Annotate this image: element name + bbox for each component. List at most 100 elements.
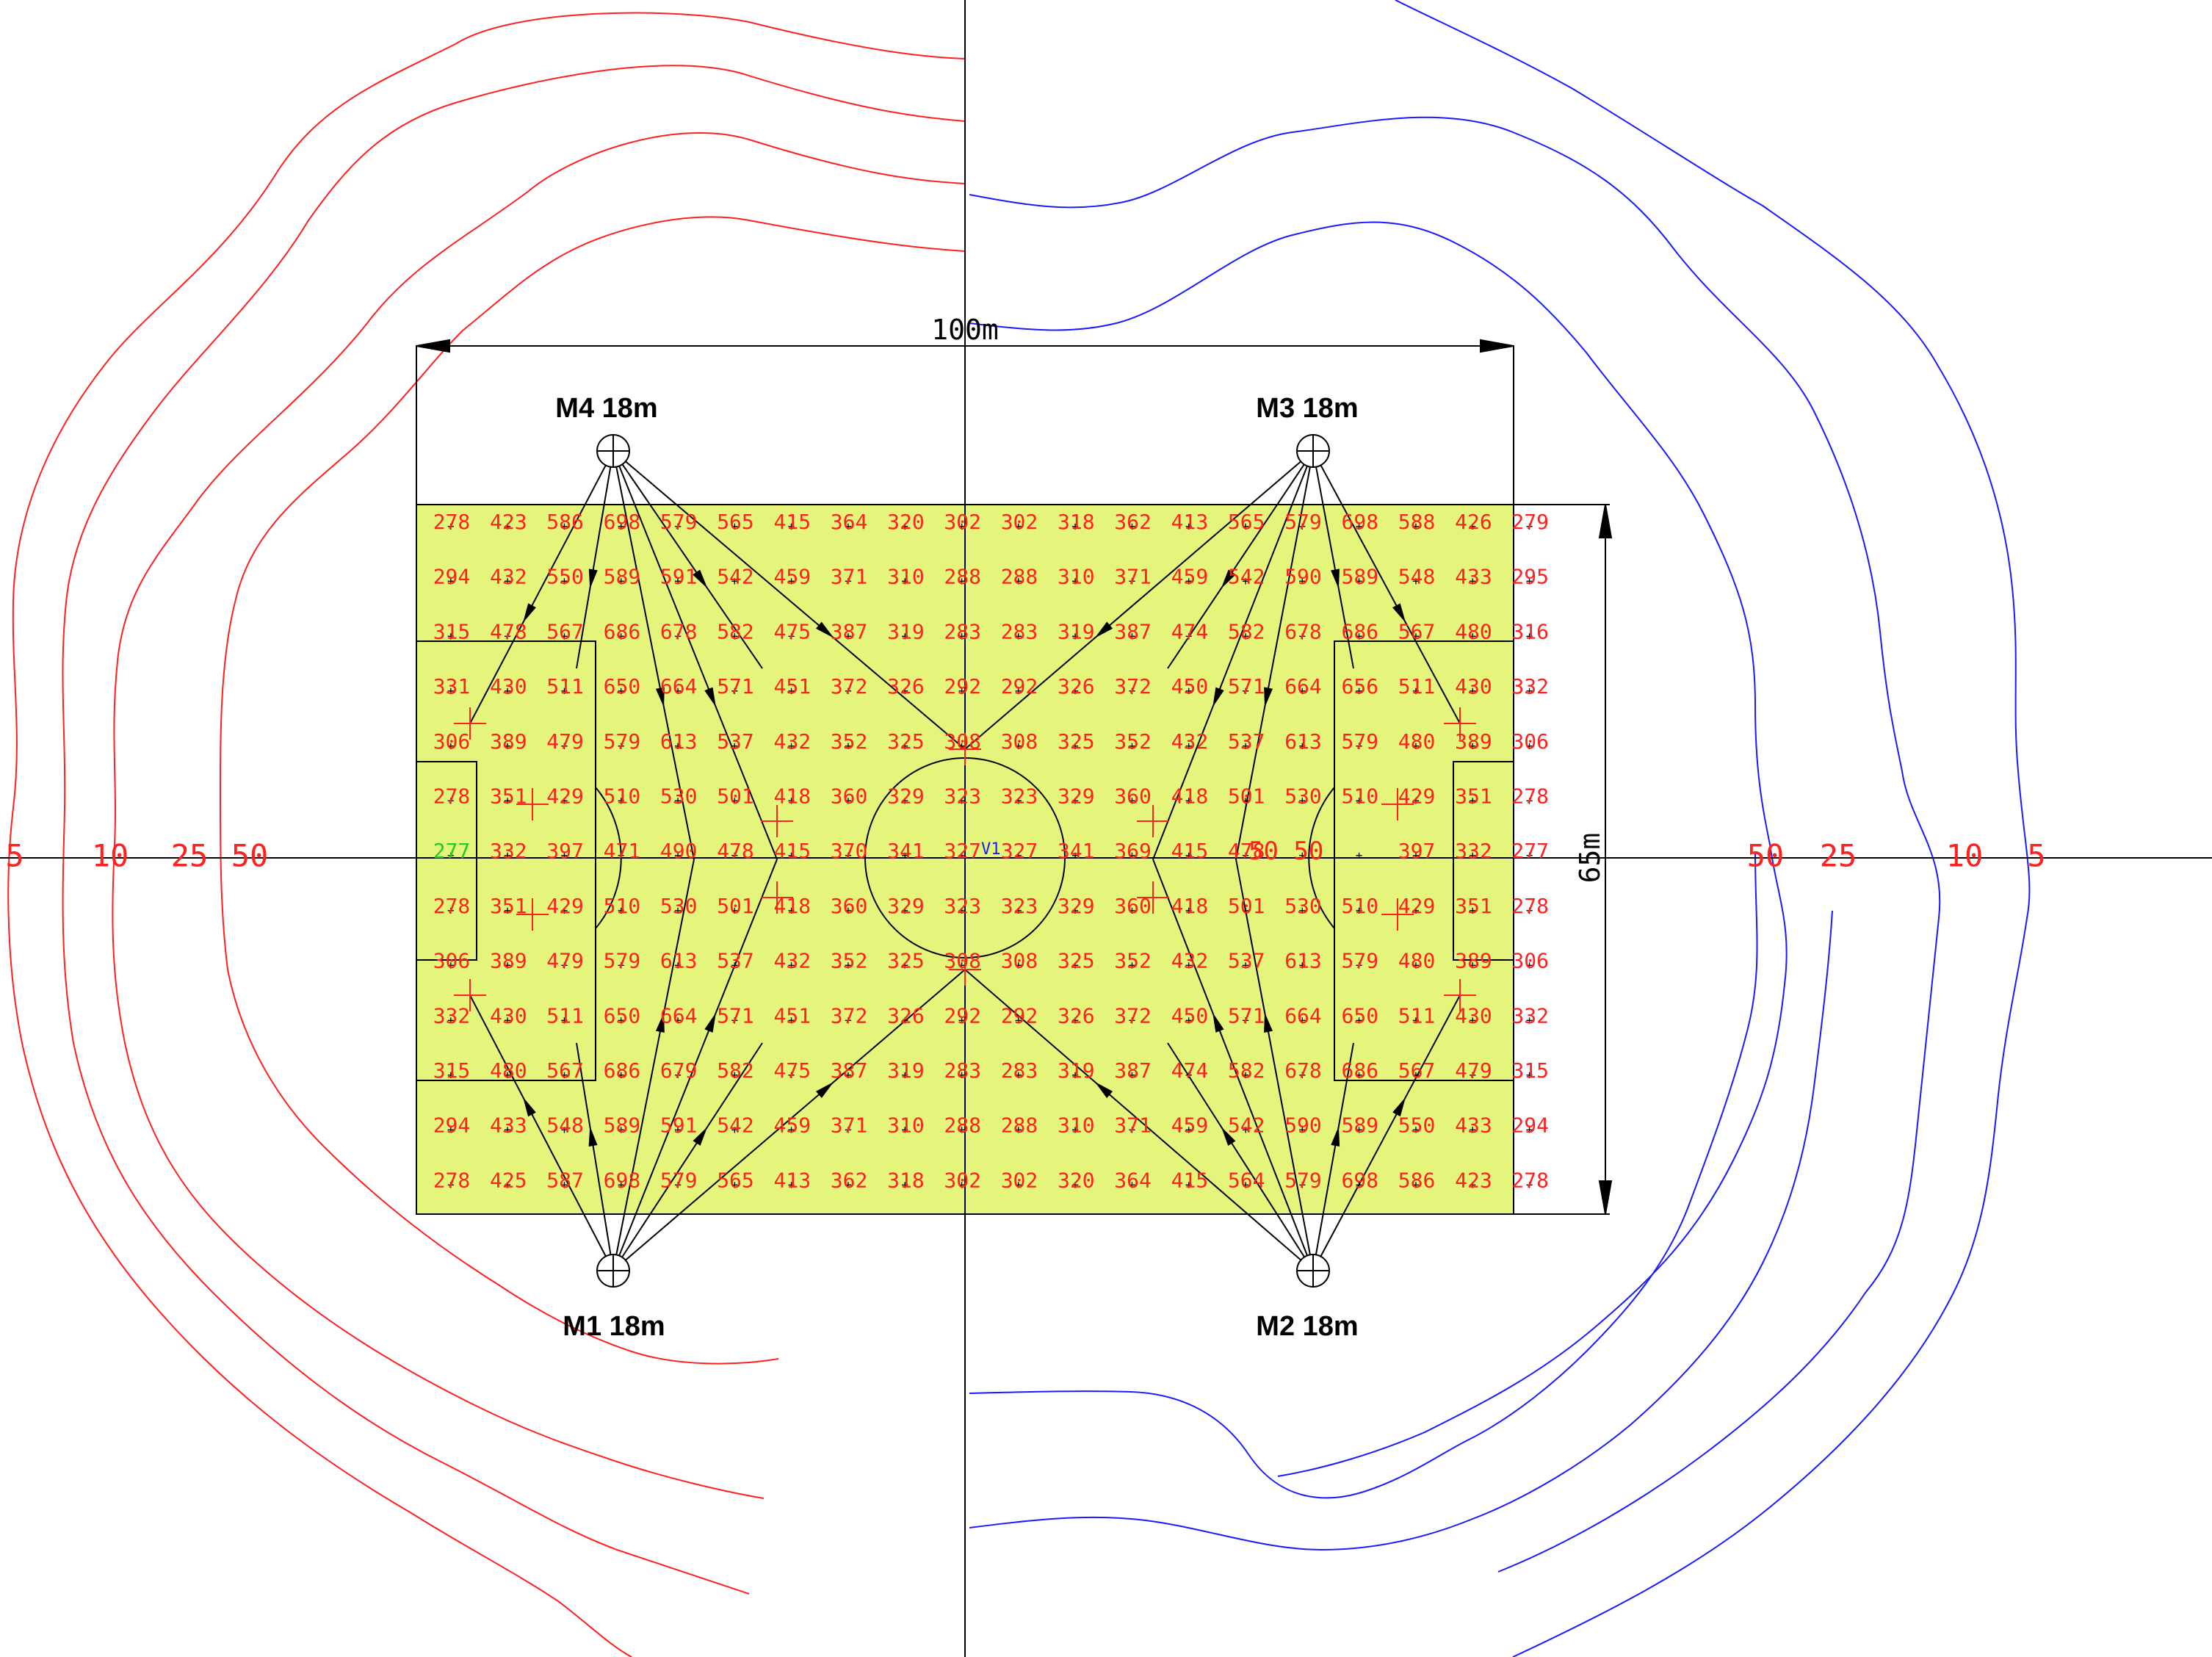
illuminance-value: 579 xyxy=(1342,729,1379,754)
illuminance-value: 542 xyxy=(1228,565,1265,589)
aiming-arrow-icon xyxy=(1212,687,1224,705)
grid-point-mark: + xyxy=(561,684,568,698)
aiming-line xyxy=(612,859,778,1271)
grid-point-mark: + xyxy=(1299,519,1306,533)
aiming-arrow-icon xyxy=(524,603,536,621)
illuminance-value: 571 xyxy=(1228,1003,1265,1028)
illuminance-value: 480 xyxy=(1455,619,1492,643)
illuminance-value: 430 xyxy=(1455,1003,1492,1028)
grid-point-mark: + xyxy=(1071,629,1079,643)
illuminance-value: 426 xyxy=(1455,510,1492,534)
illuminance-value: 387 xyxy=(1114,619,1152,643)
grid-point-mark: + xyxy=(958,739,966,753)
grid-point-mark: + xyxy=(447,1177,455,1191)
grid-point-mark: + xyxy=(958,1177,966,1191)
illuminance-value: 329 xyxy=(1058,894,1095,918)
grid-point-mark: + xyxy=(1526,848,1533,862)
grid-point-mark: + xyxy=(1129,574,1136,588)
illuminance-value: 479 xyxy=(1455,1058,1492,1083)
grid-point-mark: + xyxy=(1129,1123,1136,1137)
grid-point-mark: + xyxy=(618,1177,625,1191)
aiming-line xyxy=(612,450,695,860)
left-penalty-arc xyxy=(595,787,622,929)
illuminance-value: 372 xyxy=(831,674,868,698)
grid-point-mark: + xyxy=(561,519,568,533)
illuminance-value: 418 xyxy=(774,784,812,809)
illuminance-value: 364 xyxy=(831,510,868,534)
height-dimension-label: 65m xyxy=(1574,833,1606,884)
aiming-line xyxy=(612,1042,763,1271)
illuminance-value: 432 xyxy=(774,949,812,973)
illuminance-value: 510 xyxy=(1342,784,1379,809)
illuminance-value: 480 xyxy=(1398,949,1436,973)
contour-line-right-10 xyxy=(969,116,1941,1573)
grid-point-mark: + xyxy=(618,1068,625,1082)
illuminance-value: 278 xyxy=(433,510,471,534)
grid-point-mark: + xyxy=(1242,794,1249,808)
illuminance-value: 277 xyxy=(433,839,471,863)
contour-level-label-left: 50 xyxy=(231,838,269,874)
illuminance-value: 329 xyxy=(887,894,925,918)
illuminance-value: 591 xyxy=(660,1113,698,1138)
grid-point-mark: + xyxy=(561,1068,568,1082)
grid-point-mark: + xyxy=(788,684,795,698)
grid-point-mark: + xyxy=(1299,848,1306,862)
illuminance-value: 656 xyxy=(1342,674,1379,698)
grid-point-mark: + xyxy=(901,1013,908,1027)
grid-point-mark: + xyxy=(788,848,795,862)
illuminance-value: 292 xyxy=(1001,674,1038,698)
grid-point-mark: + xyxy=(1185,519,1193,533)
contour-line-right-50 xyxy=(969,851,1758,1499)
grid-point-mark: + xyxy=(674,1177,682,1191)
grid-point-mark: + xyxy=(1299,794,1306,808)
grid-point-mark: + xyxy=(1356,959,1363,972)
contour-level-labels: 5 10 25 50 50 25 10 5 xyxy=(5,838,2045,874)
grid-point-mark: + xyxy=(845,848,852,862)
grid-point-mark: + xyxy=(1526,959,1533,972)
illuminance-value: 567 xyxy=(1398,619,1436,643)
illuminance-grid: +278 +423 +586 +698 +579 +565 +415 +364 +320 +302… xyxy=(433,510,1549,1192)
illuminance-value: 316 xyxy=(1511,619,1549,643)
illuminance-value: 331 xyxy=(433,674,471,698)
grid-point-mark: + xyxy=(1356,574,1363,588)
aiming-arrow-icon xyxy=(1331,1129,1340,1147)
grid-point-mark: + xyxy=(504,1068,511,1082)
grid-point-mark: + xyxy=(504,1013,511,1027)
grid-point-mark: + xyxy=(1071,1013,1079,1027)
grid-point-mark: + xyxy=(1526,1177,1533,1191)
illuminance-value: 548 xyxy=(546,1113,584,1138)
grid-point-mark: + xyxy=(1412,903,1420,917)
illuminance-value: 332 xyxy=(1511,674,1549,698)
illuminance-value: 588 xyxy=(1398,510,1436,534)
grid-point-mark: + xyxy=(1185,1068,1193,1082)
grid-point-mark: + xyxy=(1412,739,1420,753)
contour-line-left-5 xyxy=(7,12,966,1657)
illuminance-value: 360 xyxy=(831,784,868,809)
grid-point-mark: + xyxy=(731,1177,739,1191)
illuminance-value: 319 xyxy=(887,1058,925,1083)
grid-point-mark: + xyxy=(1412,959,1420,972)
contour-lines-right xyxy=(969,0,2031,1657)
illuminance-value: 567 xyxy=(546,619,584,643)
aiming-line xyxy=(1152,859,1314,1271)
grid-point-mark: + xyxy=(1412,794,1420,808)
grid-point-mark: + xyxy=(561,739,568,753)
illuminance-value: 678 xyxy=(660,619,698,643)
grid-point-mark: + xyxy=(504,574,511,588)
illuminance-value: 372 xyxy=(1114,1003,1152,1028)
grid-point-mark: + xyxy=(1242,1013,1249,1027)
aiming-line xyxy=(612,969,966,1271)
contour-line-left-50 xyxy=(220,216,966,1365)
illuminance-value: 542 xyxy=(717,565,754,589)
illuminance-value: 389 xyxy=(1455,949,1492,973)
illuminance-value: 415 xyxy=(1171,839,1209,863)
illuminance-value: 387 xyxy=(831,619,868,643)
grid-point-mark: + xyxy=(561,574,568,588)
illuminance-value: 530 xyxy=(1284,784,1322,809)
grid-point-mark: + xyxy=(1356,1013,1363,1027)
illuminance-value: 613 xyxy=(660,949,698,973)
illuminance-value: 415 xyxy=(1171,1168,1209,1192)
grid-point-mark: + xyxy=(618,1123,625,1137)
grid-point-mark: + xyxy=(901,1068,908,1082)
grid-point-mark: + xyxy=(1412,1068,1420,1082)
